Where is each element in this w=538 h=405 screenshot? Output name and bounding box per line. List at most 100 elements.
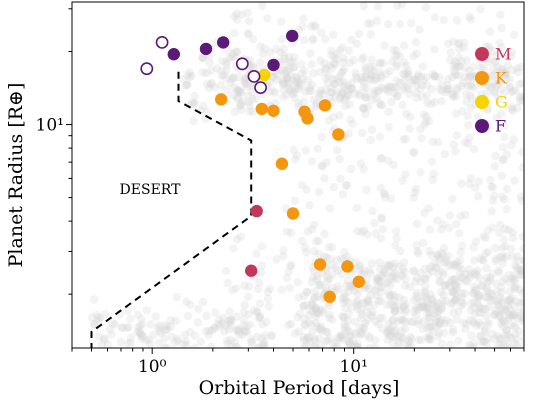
background-point: [501, 70, 510, 79]
background-point: [278, 78, 287, 87]
background-point: [382, 328, 391, 337]
background-point: [263, 14, 272, 23]
background-point: [476, 63, 486, 73]
background-point: [440, 281, 449, 290]
background-point: [315, 334, 324, 343]
background-point: [324, 116, 334, 125]
background-point: [469, 243, 478, 252]
background-point: [390, 307, 399, 316]
data-point-m: [250, 204, 263, 218]
legend-label-g: G: [495, 93, 508, 112]
background-point: [182, 81, 191, 90]
background-point: [163, 325, 172, 335]
background-point: [375, 277, 384, 286]
background-point: [500, 69, 510, 78]
background-point: [227, 52, 236, 62]
background-point: [449, 308, 458, 317]
background-point: [489, 295, 498, 305]
background-point: [332, 75, 341, 84]
legend-marker-k: [475, 71, 489, 85]
background-point: [307, 60, 316, 69]
background-point: [190, 331, 200, 340]
background-point: [289, 88, 299, 97]
background-point: [285, 86, 294, 96]
background-point: [136, 329, 145, 338]
background-point: [291, 72, 301, 82]
background-point: [344, 91, 353, 100]
background-point: [493, 80, 502, 89]
background-point: [232, 235, 242, 244]
background-point: [290, 329, 300, 338]
background-point: [364, 284, 373, 294]
background-point: [311, 102, 321, 111]
background-point: [189, 98, 199, 107]
background-point: [394, 340, 403, 348]
background-point: [227, 343, 236, 348]
background-point: [509, 135, 518, 144]
background-point: [245, 101, 254, 110]
background-point: [450, 296, 459, 305]
background-point: [398, 85, 407, 95]
background-point: [425, 331, 435, 340]
background-point: [455, 229, 464, 238]
background-point: [439, 319, 449, 328]
background-point: [401, 300, 410, 309]
background-point: [425, 225, 435, 234]
background-point: [307, 277, 316, 287]
background-point: [479, 256, 488, 265]
background-point: [449, 61, 458, 71]
background-point: [377, 100, 387, 110]
background-point: [423, 270, 432, 279]
background-point: [408, 147, 418, 156]
background-point: [356, 159, 365, 168]
background-point: [496, 77, 505, 86]
background-point: [434, 306, 443, 315]
background-point: [402, 109, 411, 119]
background-point: [507, 312, 516, 321]
background-point: [427, 322, 436, 332]
background-point: [422, 112, 431, 121]
background-point: [288, 85, 297, 95]
background-point: [461, 210, 470, 220]
background-point: [343, 252, 352, 261]
background-point: [300, 320, 310, 329]
background-point: [343, 276, 352, 285]
background-point: [471, 286, 481, 296]
background-point: [372, 16, 382, 25]
background-point: [428, 175, 437, 185]
background-point: [307, 157, 317, 166]
background-point: [343, 316, 353, 325]
background-point: [135, 327, 144, 336]
background-point: [499, 253, 508, 263]
background-point: [458, 78, 468, 88]
background-point: [183, 80, 192, 89]
background-point: [498, 322, 508, 332]
background-point: [320, 229, 329, 239]
background-point: [411, 303, 421, 312]
background-point: [289, 145, 298, 155]
background-point: [353, 339, 362, 348]
background-point: [315, 67, 325, 77]
background-point: [404, 336, 413, 345]
background-point: [361, 109, 370, 119]
background-point: [170, 338, 180, 348]
background-point: [517, 315, 524, 324]
background-point: [332, 146, 342, 155]
background-point: [409, 266, 418, 276]
background-point: [502, 252, 511, 261]
background-point: [431, 315, 441, 324]
background-point: [391, 326, 400, 335]
background-point: [363, 19, 373, 28]
background-point: [454, 44, 464, 54]
background-point: [392, 227, 401, 236]
background-point: [518, 163, 524, 172]
background-point: [389, 322, 398, 331]
background-point: [225, 78, 235, 88]
background-point: [491, 306, 500, 315]
background-point: [392, 76, 401, 85]
background-point: [341, 102, 350, 111]
background-point: [398, 101, 407, 110]
background-point: [374, 296, 384, 306]
background-point: [190, 343, 199, 348]
background-point: [395, 293, 404, 302]
